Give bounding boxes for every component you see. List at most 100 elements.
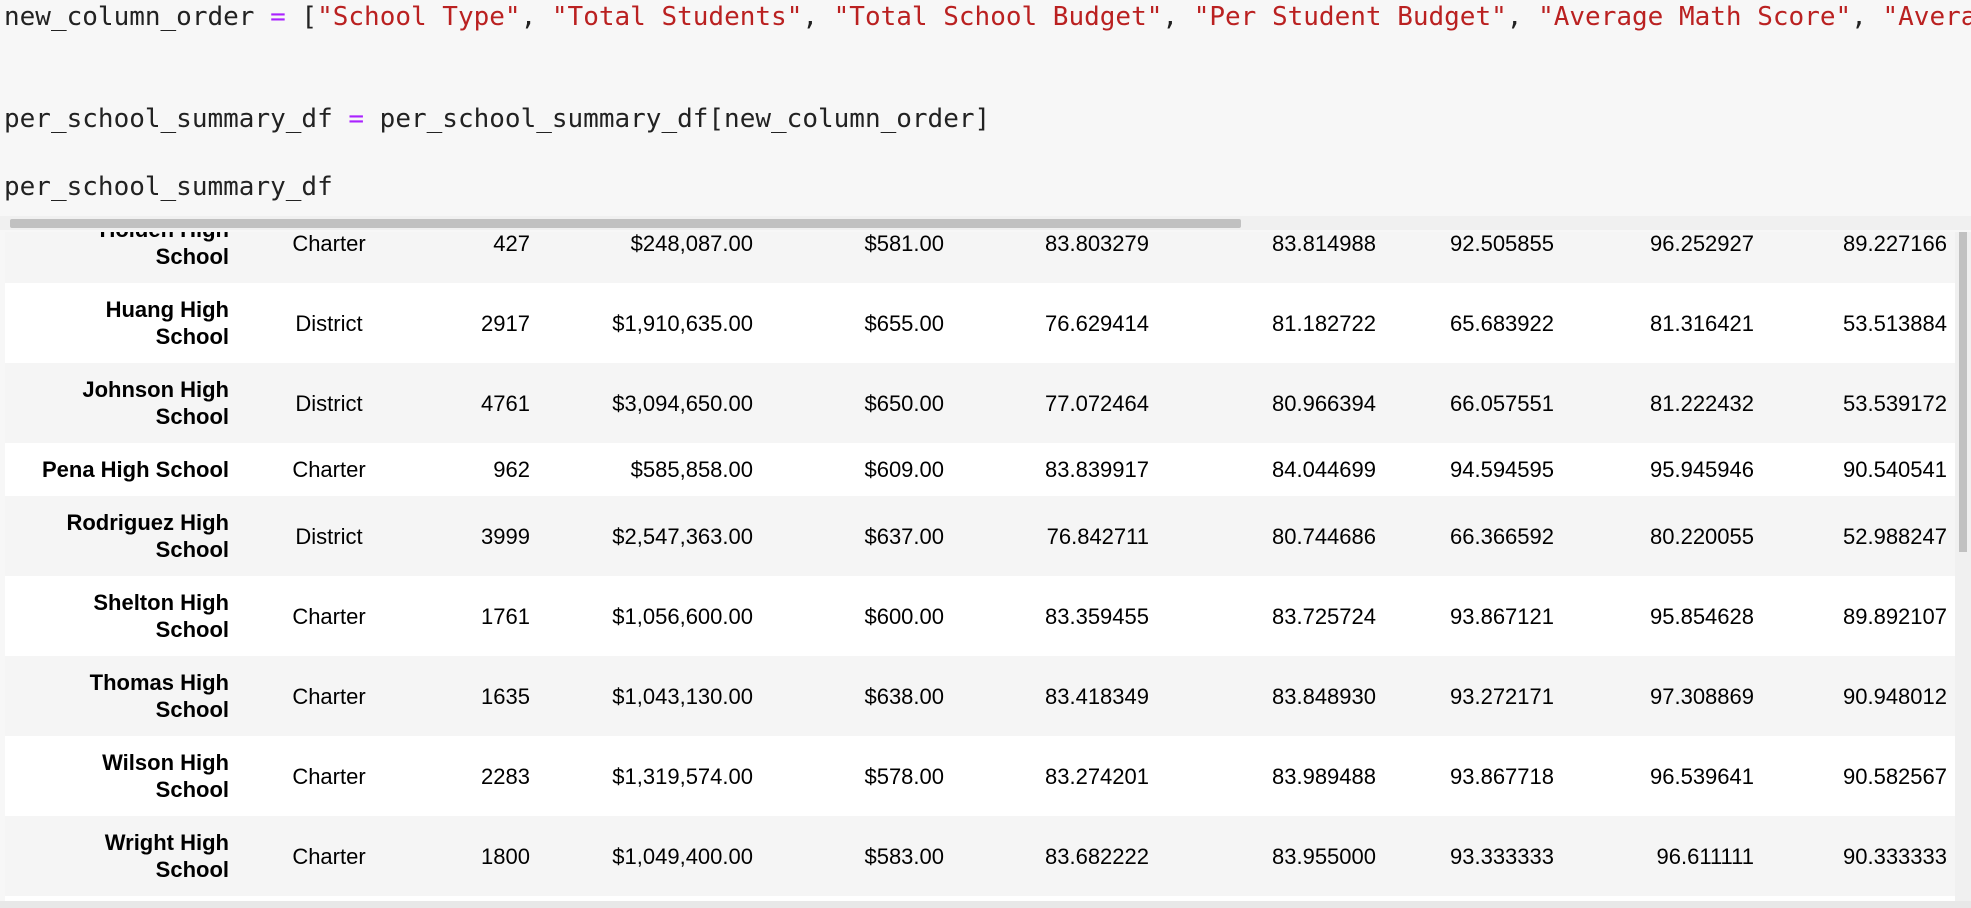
code-line: per_school_summary_df [4, 170, 333, 204]
index-label: Johnson High School [82, 377, 229, 429]
table-cell: 66.057551 [1450, 390, 1554, 416]
table-cell: $1,319,574.00 [612, 763, 753, 789]
table-cell: 80.220055 [1650, 523, 1754, 549]
table-cell: 4761 [481, 390, 530, 416]
index-label: Wright High School [104, 830, 229, 882]
table-row: Thomas High School Charter 1635 $1,043,130.… [5, 656, 1955, 736]
code-token: "Total School Budget" [833, 2, 1163, 32]
table-cell: 83.274201 [1045, 763, 1149, 789]
table-cell: 1761 [481, 603, 530, 629]
table-cell: 1800 [481, 843, 530, 869]
table-cell: 90.948012 [1843, 683, 1947, 709]
code-token: "School Type" [317, 2, 521, 32]
table-cell: 83.814988 [1272, 232, 1376, 256]
table-cell: 90.540541 [1843, 457, 1947, 482]
table-cell: 427 [493, 232, 530, 256]
table-cell: 81.222432 [1650, 390, 1754, 416]
index-label: Pena High School [41, 457, 229, 482]
horizontal-scrollbar[interactable] [0, 216, 1971, 230]
table-cell: $1,049,400.00 [612, 843, 753, 869]
row-index: Wilson High School [5, 736, 237, 816]
code-token: per_school_summary_df [4, 172, 333, 202]
table-cell: $578.00 [864, 763, 944, 789]
scroll-thumb[interactable] [1959, 232, 1967, 552]
table-cell: 84.044699 [1272, 457, 1376, 482]
code-token: "Total Students" [551, 2, 803, 32]
table-cell: 96.611111 [1656, 843, 1754, 869]
table-cell: 93.867718 [1450, 763, 1554, 789]
index-label: Wilson High School [102, 750, 229, 802]
index-label: Rodriguez High School [66, 510, 229, 562]
table-cell: 83.418349 [1045, 683, 1149, 709]
table-cell: Charter [292, 232, 366, 256]
table-cell: 1635 [481, 683, 530, 709]
scroll-thumb[interactable] [10, 219, 1241, 228]
table-cell: 76.629414 [1045, 310, 1149, 336]
table-cell: 83.955000 [1272, 843, 1376, 869]
output-border [0, 901, 1971, 908]
table-cell: 80.966394 [1272, 390, 1376, 416]
row-index: Rodriguez High School [5, 496, 237, 576]
table-cell: $655.00 [864, 310, 944, 336]
table-cell: 83.725724 [1272, 603, 1376, 629]
table-cell: $581.00 [864, 232, 944, 256]
table-row: Pena High School Charter 962 $585,858.00 $60… [5, 443, 1955, 496]
table-cell: $650.00 [864, 390, 944, 416]
index-label: Huang High School [105, 297, 229, 349]
table-cell: $1,056,600.00 [612, 603, 753, 629]
code-token: per_school_summary_df [4, 104, 349, 134]
table-row: Johnson High School District 4761 $3,094,65… [5, 363, 1955, 443]
code-token: , [1851, 2, 1883, 32]
code-line: per_school_summary_df = per_school_summa… [4, 102, 990, 136]
code-token: , [1506, 2, 1539, 32]
table-cell: $637.00 [864, 523, 944, 549]
code-token: , [520, 2, 552, 32]
table-cell: Charter [292, 763, 366, 789]
code-token: "Average [1882, 2, 1971, 32]
table-row: Wilson High School Charter 2283 $1,319,574.… [5, 736, 1955, 816]
row-index: Johnson High School [5, 363, 237, 443]
table-cell: 66.366592 [1450, 523, 1554, 549]
table-cell: 95.854628 [1650, 603, 1754, 629]
table-cell: 83.359455 [1045, 603, 1149, 629]
index-label: Shelton High School [93, 590, 229, 642]
dataframe-output: Holden High School Charter 427 $248,087.00 $… [5, 232, 1955, 901]
table-cell: $2,547,363.00 [612, 523, 753, 549]
table-cell: 962 [493, 457, 530, 482]
row-index: Huang High School [5, 283, 237, 363]
table-cell: 76.842711 [1046, 523, 1149, 549]
table-cell: 90.333333 [1843, 843, 1947, 869]
vertical-scrollbar[interactable] [1955, 232, 1971, 908]
code-cell: new_column_order = ["School Type", "Tota… [4, 0, 1971, 222]
table-cell: 93.272171 [1450, 683, 1554, 709]
table-cell: 83.848930 [1272, 683, 1376, 709]
code-token: "Average Math Score" [1538, 2, 1852, 32]
code-token: "Per Student Budget" [1193, 2, 1507, 32]
table-row: Shelton High School Charter 1761 $1,056,600… [5, 576, 1955, 656]
table-cell: 96.252927 [1650, 232, 1754, 256]
index-label: Holden High School [99, 232, 229, 269]
table-cell: Charter [292, 603, 366, 629]
code-token: = [348, 104, 365, 134]
table-cell: $600.00 [864, 603, 944, 629]
table-cell: District [295, 310, 363, 336]
table-cell: 83.989488 [1272, 763, 1376, 789]
table-cell: 81.316421 [1650, 310, 1754, 336]
table-cell: 92.505855 [1450, 232, 1554, 256]
table-cell: 97.308869 [1650, 683, 1754, 709]
table-cell: District [295, 523, 363, 549]
table-cell: 81.182722 [1272, 310, 1376, 336]
table-cell: $3,094,650.00 [612, 390, 753, 416]
table-cell: Charter [292, 457, 366, 482]
table-cell: $1,910,635.00 [612, 310, 753, 336]
table-row: Holden High School Charter 427 $248,087.00 $… [5, 232, 1955, 283]
table-cell: 89.892107 [1843, 603, 1947, 629]
table-row: Wright High School Charter 1800 $1,049,400.… [5, 816, 1955, 896]
index-label: Thomas High School [89, 670, 229, 722]
table-cell: 83.682222 [1045, 843, 1149, 869]
code-token: , [1162, 2, 1194, 32]
table-cell: 53.539172 [1843, 390, 1947, 416]
table-row: Huang High School District 2917 $1,910,635.… [5, 283, 1955, 363]
table-cell: 2283 [481, 763, 530, 789]
